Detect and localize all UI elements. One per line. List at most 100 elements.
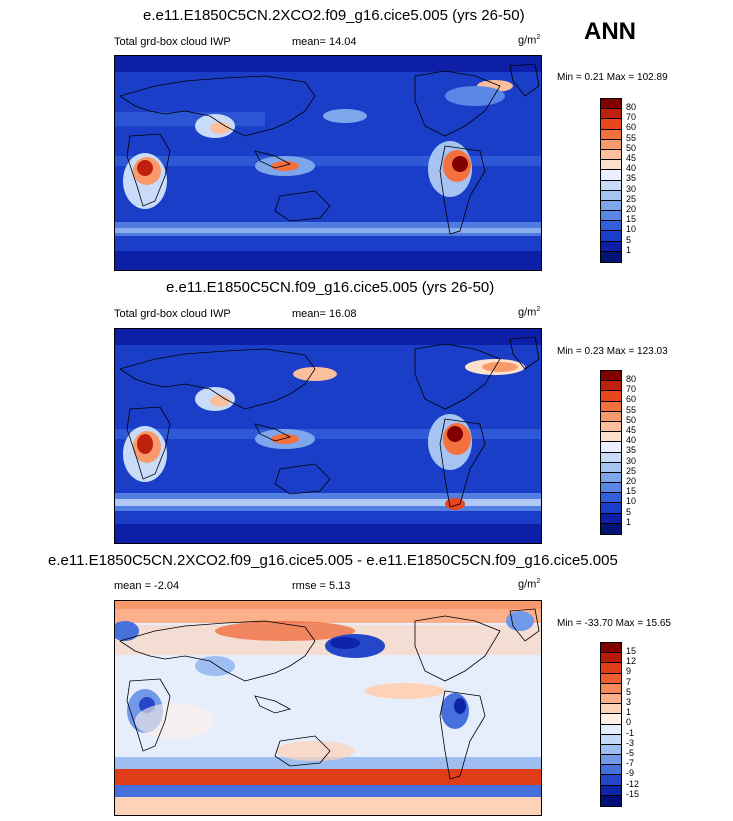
colorbar-label: 1 xyxy=(626,244,632,255)
panel-1-mean: mean= 14.04 xyxy=(292,36,357,48)
colorbar-box xyxy=(601,421,621,433)
colorbar-label: 30 xyxy=(626,183,637,194)
colorbar-label: 35 xyxy=(626,173,637,184)
panel-1-units: g/m2 xyxy=(518,34,541,47)
colorbar-label: 0 xyxy=(626,717,632,728)
colorbar-label: 50 xyxy=(626,414,637,425)
panel-2-title: e.e11.E1850C5CN.f09_g16.cice5.005 (yrs 2… xyxy=(166,279,495,296)
colorbar-box xyxy=(601,643,621,654)
colorbar-label: 35 xyxy=(626,445,637,456)
colorbar-box xyxy=(601,251,621,262)
colorbar-box xyxy=(601,411,621,422)
panel-3-title: e.e11.E1850C5CN.2XCO2.f09_g16.cice5.005 … xyxy=(48,552,618,569)
colorbar-label: 15 xyxy=(626,214,637,225)
colorbar-label: 20 xyxy=(626,204,637,214)
colorbar-label: 1 xyxy=(626,707,632,718)
colorbar-label: 12 xyxy=(626,656,637,667)
colorbar-box xyxy=(601,483,621,494)
colorbar-box xyxy=(601,765,621,776)
colorbar-label: 60 xyxy=(626,122,637,133)
panel-3-rmse: rmse = 5.13 xyxy=(292,580,351,592)
colorbar-box xyxy=(601,391,621,402)
panel-3-units: g/m2 xyxy=(518,578,541,591)
colorbar-label: 15 xyxy=(626,486,637,497)
colorbar-label: 40 xyxy=(626,163,637,174)
panel-1-colorbar xyxy=(600,98,622,263)
colorbar-label: 9 xyxy=(626,666,632,677)
colorbar-box xyxy=(601,755,621,766)
colorbar-box xyxy=(601,432,621,443)
colorbar-box xyxy=(601,442,621,453)
colorbar-box xyxy=(601,785,621,796)
colorbar-label: 25 xyxy=(626,193,637,204)
colorbar-label: 60 xyxy=(626,394,637,405)
colorbar-box xyxy=(601,221,621,232)
colorbar-box xyxy=(601,401,621,412)
colorbar-label: 5 xyxy=(626,234,632,245)
colorbar-box xyxy=(601,452,621,463)
colorbar-label: -12 xyxy=(626,778,640,789)
colorbar-label: 3 xyxy=(626,697,632,707)
colorbar-box xyxy=(601,149,621,161)
colorbar-box xyxy=(601,663,621,674)
colorbar-label: 30 xyxy=(626,455,637,466)
colorbar-box xyxy=(601,673,621,684)
colorbar-box xyxy=(601,109,621,120)
colorbar-label: 1 xyxy=(626,516,632,527)
panel-2-mean: mean= 16.08 xyxy=(292,308,357,320)
panel-1-variable-label: Total grd-box cloud IWP xyxy=(114,36,231,48)
colorbar-label: 45 xyxy=(626,153,637,163)
colorbar-box xyxy=(601,190,621,201)
colorbar-box xyxy=(601,693,621,705)
panel-2-map xyxy=(114,328,542,544)
panel-2-units: g/m2 xyxy=(518,306,541,319)
colorbar-label: 55 xyxy=(626,404,637,415)
colorbar-label: 10 xyxy=(626,224,637,235)
colorbar-box xyxy=(601,513,621,524)
colorbar-box xyxy=(601,493,621,504)
colorbar-box xyxy=(601,371,621,382)
panel-2-colorbar xyxy=(600,370,622,535)
colorbar-box xyxy=(601,381,621,392)
colorbar-box xyxy=(601,503,621,514)
colorbar-box xyxy=(601,795,621,806)
colorbar-box xyxy=(601,170,621,181)
colorbar-box xyxy=(601,241,621,252)
colorbar-box xyxy=(601,724,621,735)
panel-1-map xyxy=(114,55,542,271)
colorbar-box xyxy=(601,472,621,484)
colorbar-label: -15 xyxy=(626,788,640,799)
colorbar-box xyxy=(601,211,621,222)
colorbar-box xyxy=(601,129,621,140)
colorbar-label: 10 xyxy=(626,496,637,507)
colorbar-label: 70 xyxy=(626,384,637,395)
colorbar-label: 5 xyxy=(626,506,632,517)
colorbar-label: 5 xyxy=(626,686,632,697)
colorbar-label: 25 xyxy=(626,465,637,476)
colorbar-box xyxy=(601,653,621,664)
colorbar-box xyxy=(601,775,621,786)
colorbar-label: -5 xyxy=(626,748,635,758)
colorbar-label: 50 xyxy=(626,142,637,153)
panel-2-minmax: Min = 0.23 Max = 123.03 xyxy=(557,346,668,357)
panel-2-variable-label: Total grd-box cloud IWP xyxy=(114,308,231,320)
colorbar-box xyxy=(601,200,621,212)
colorbar-label: -3 xyxy=(626,737,635,748)
panel-3-minmax: Min = -33.70 Max = 15.65 xyxy=(557,618,671,629)
colorbar-label: -7 xyxy=(626,758,635,769)
panel-1-minmax: Min = 0.21 Max = 102.89 xyxy=(557,72,668,83)
colorbar-box xyxy=(601,180,621,191)
colorbar-box xyxy=(601,683,621,694)
colorbar-label: 7 xyxy=(626,676,632,687)
colorbar-label: 15 xyxy=(626,646,637,656)
colorbar-box xyxy=(601,744,621,756)
colorbar-label: 55 xyxy=(626,132,637,143)
colorbar-box xyxy=(601,734,621,745)
colorbar-label: 80 xyxy=(626,374,637,384)
season-label: ANN xyxy=(584,18,636,45)
colorbar-box xyxy=(601,119,621,130)
colorbar-box xyxy=(601,231,621,242)
colorbar-label: 40 xyxy=(626,435,637,446)
panel-3-mean: mean = -2.04 xyxy=(114,580,180,592)
panel-1-title: e.e11.E1850C5CN.2XCO2.f09_g16.cice5.005 … xyxy=(143,7,525,24)
